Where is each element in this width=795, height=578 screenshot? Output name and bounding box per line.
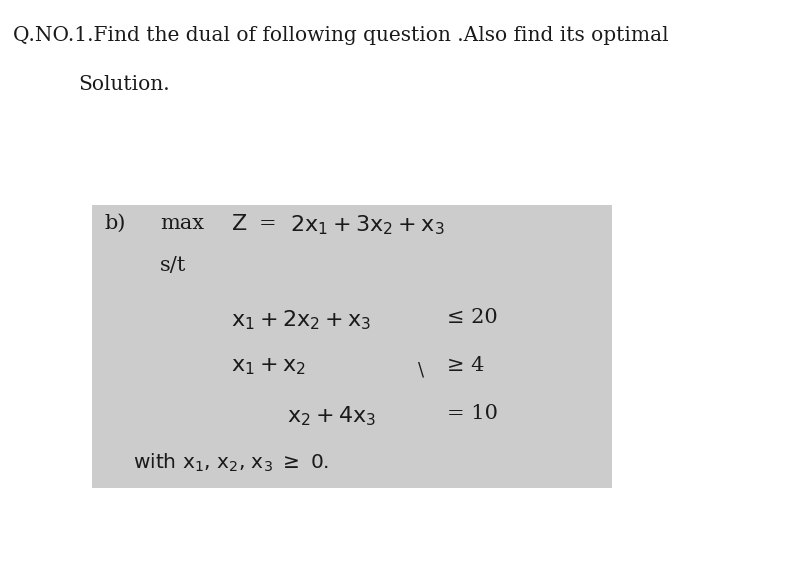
Text: = 10: = 10: [447, 404, 498, 423]
Text: with $\mathrm{x_1}$, $\mathrm{x_2}$, $\mathrm{x_3}$ $\geq$ 0.: with $\mathrm{x_1}$, $\mathrm{x_2}$, $\m…: [133, 452, 328, 475]
Text: s/t: s/t: [160, 256, 186, 275]
Text: $\mathrm{x_1 + x_2}$: $\mathrm{x_1 + x_2}$: [231, 356, 305, 377]
Text: max: max: [160, 214, 204, 233]
Text: $\mathrm{2x_1 + 3x_2 + x_3}$: $\mathrm{2x_1 + 3x_2 + x_3}$: [290, 214, 445, 238]
Text: Solution.: Solution.: [78, 75, 170, 94]
Text: $\mathrm{x_1 + 2x_2 + x_3}$: $\mathrm{x_1 + 2x_2 + x_3}$: [231, 308, 371, 332]
Text: ≤ 20: ≤ 20: [447, 308, 498, 327]
Text: =: =: [258, 214, 276, 233]
Text: $\mathrm{Z}$: $\mathrm{Z}$: [231, 214, 247, 234]
Text: Q.NO.1.Find the dual of following question .Also find its optimal: Q.NO.1.Find the dual of following questi…: [14, 26, 669, 45]
FancyBboxPatch shape: [92, 205, 612, 488]
Text: ≥ 4: ≥ 4: [447, 356, 484, 375]
Text: \: \: [418, 362, 425, 380]
Text: b): b): [104, 214, 126, 233]
Text: $\mathrm{x_2 + 4x_3}$: $\mathrm{x_2 + 4x_3}$: [287, 404, 376, 428]
